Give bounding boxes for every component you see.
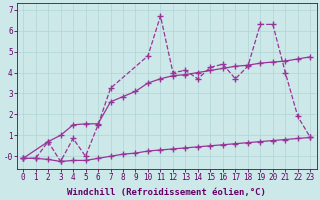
X-axis label: Windchill (Refroidissement éolien,°C): Windchill (Refroidissement éolien,°C) [67, 188, 266, 197]
